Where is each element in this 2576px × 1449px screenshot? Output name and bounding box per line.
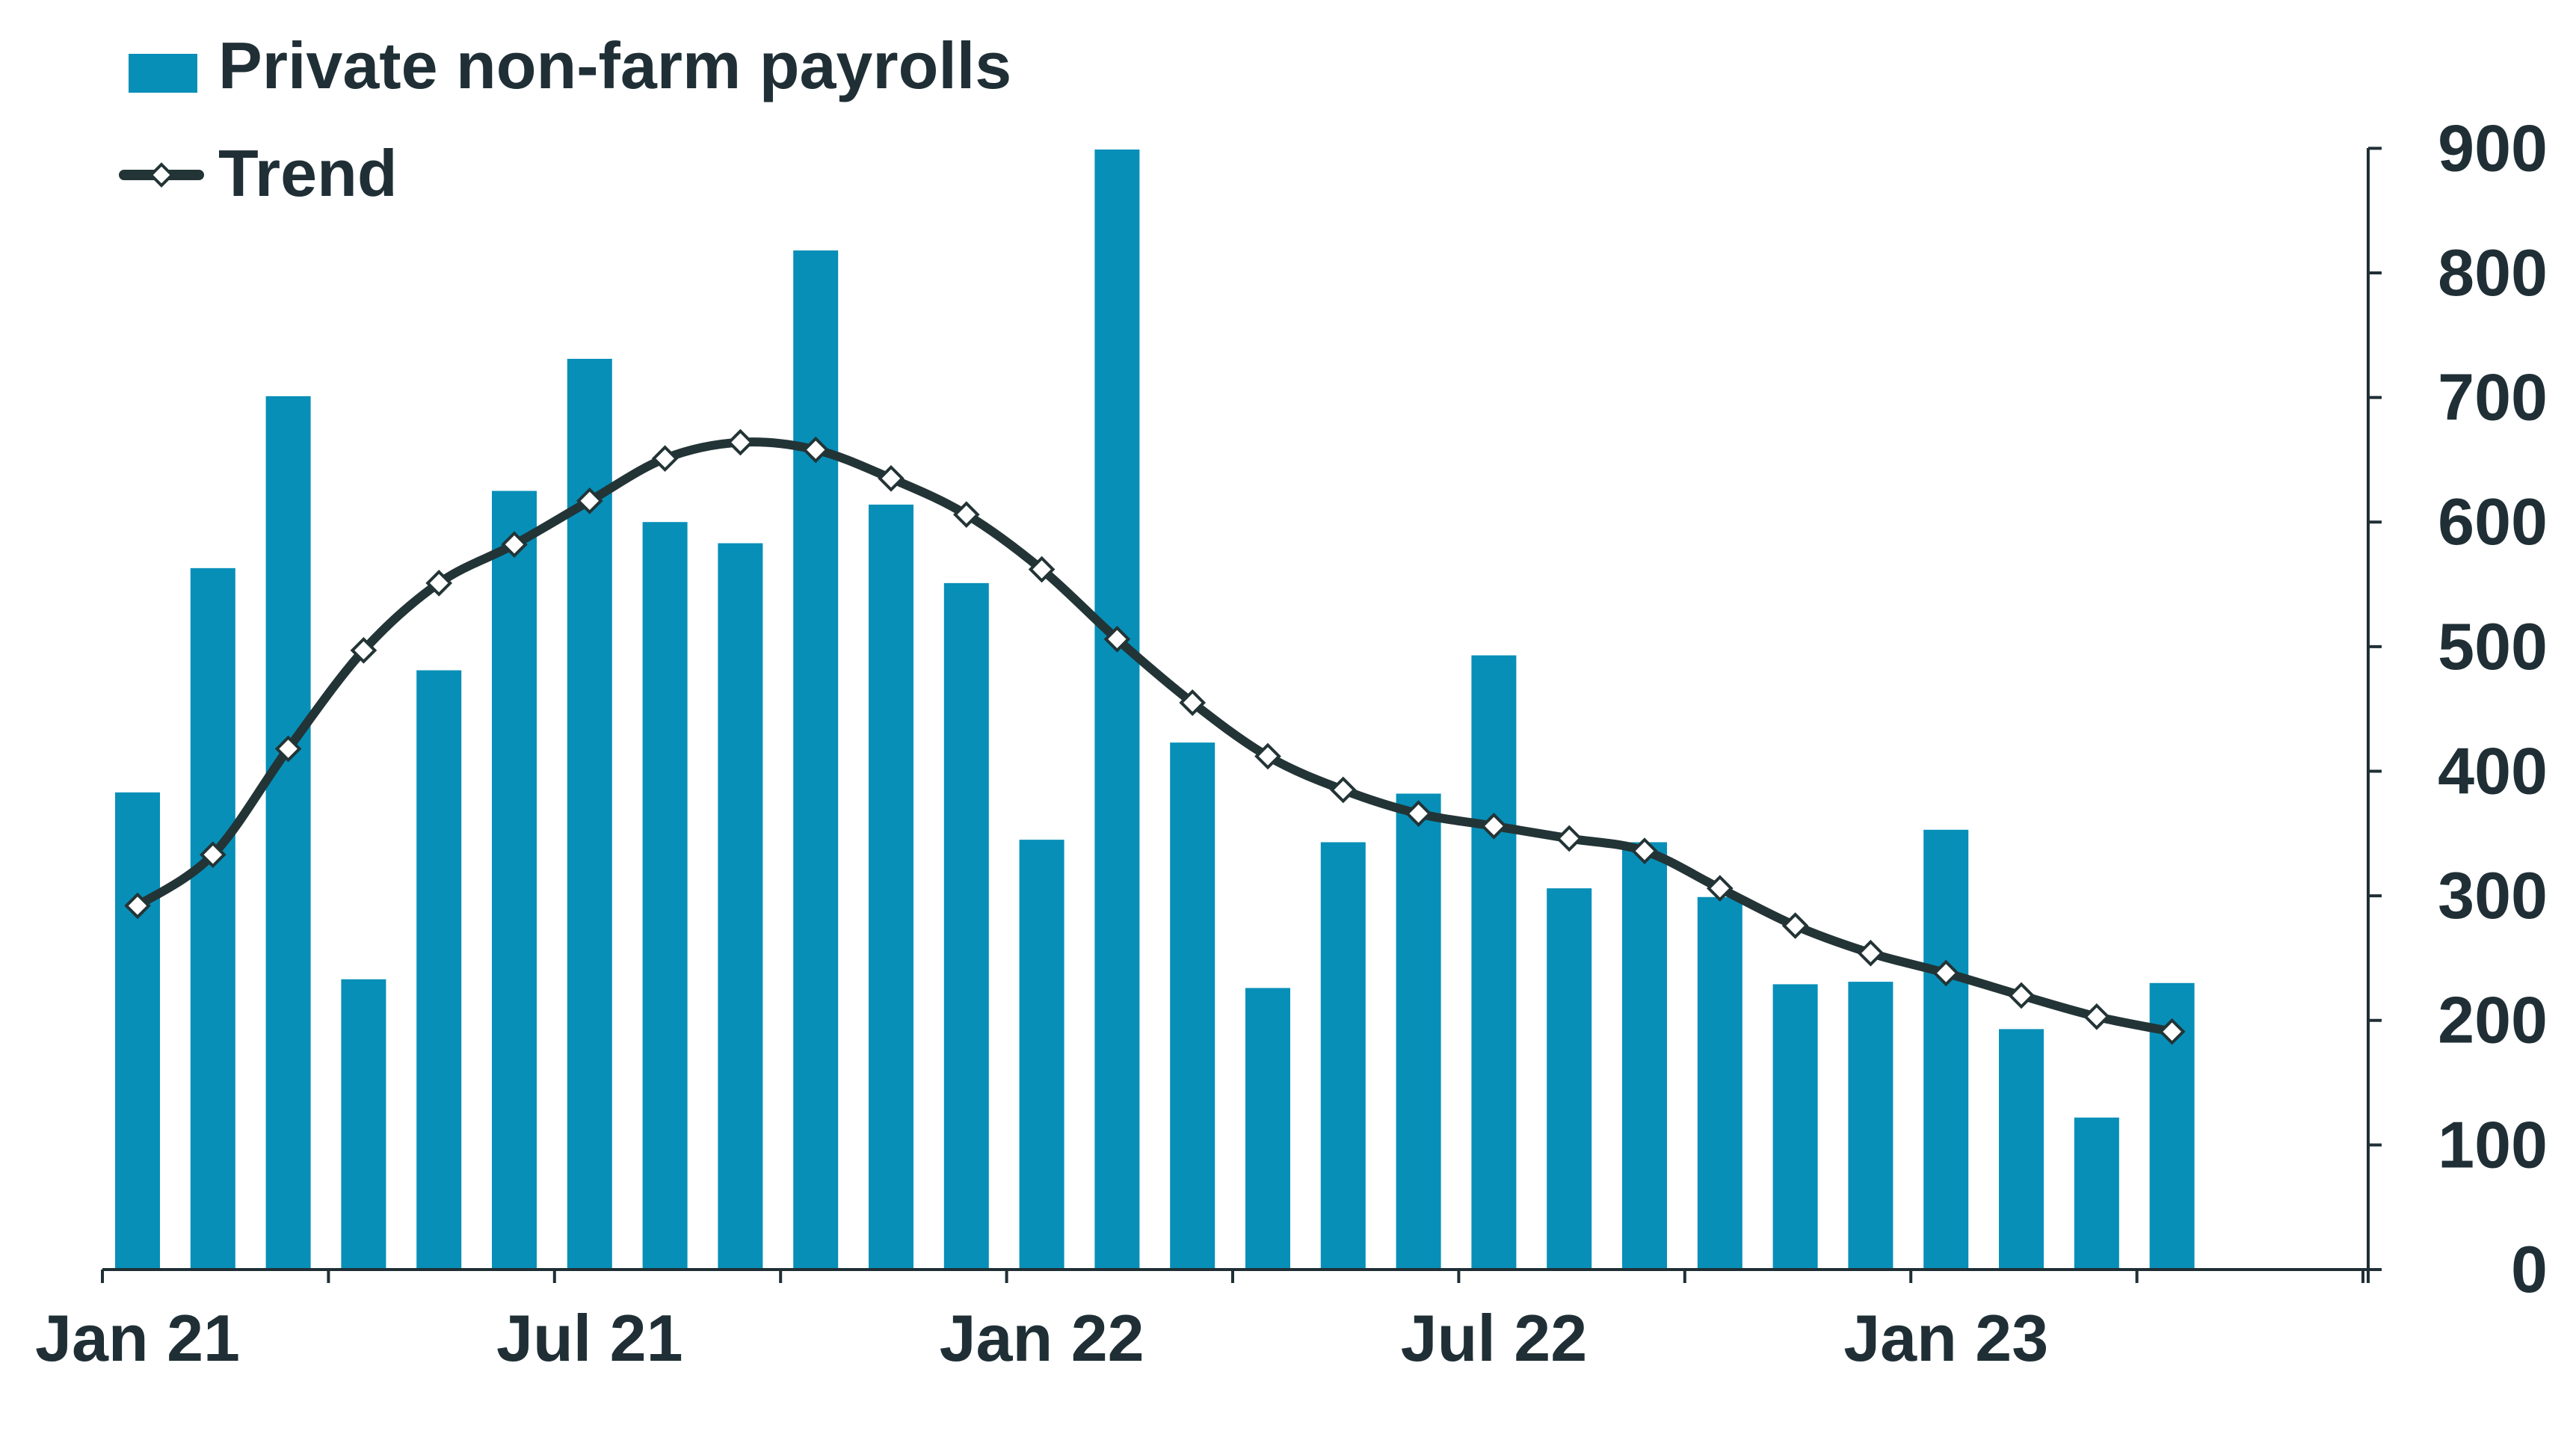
trend-point-jun-21 xyxy=(501,531,528,559)
bar-dec-21 xyxy=(943,582,989,1270)
trend-point-dec-21 xyxy=(952,501,980,529)
bar-series xyxy=(115,149,2195,1270)
bar-sep-21 xyxy=(718,543,763,1270)
trend-point-apr-23 xyxy=(2158,1018,2186,1045)
trend-point-jan-21 xyxy=(124,892,151,920)
legend-label-payrolls: Private non-farm payrolls xyxy=(218,28,1011,102)
bar-nov-22 xyxy=(1772,984,1818,1270)
bar-aug-21 xyxy=(642,522,688,1270)
bar-jan-23 xyxy=(1923,829,1969,1270)
legend-label-trend: Trend xyxy=(218,136,398,210)
trend-point-apr-21 xyxy=(350,637,378,664)
legend: Private non-farm payrolls Trend xyxy=(119,28,1011,210)
trend-point-oct-22 xyxy=(1706,875,1734,902)
x-tick-label: Jan 21 xyxy=(35,1301,240,1375)
y-tick-label: 500 xyxy=(2438,609,2548,683)
bar-nov-21 xyxy=(869,504,913,1270)
trend-point-may-22 xyxy=(1329,776,1357,804)
trend-point-jan-22 xyxy=(1028,556,1056,583)
bar-oct-22 xyxy=(1697,896,1743,1270)
trend-point-feb-22 xyxy=(1103,626,1131,653)
x-tick-label: Jul 21 xyxy=(496,1301,682,1375)
trend-point-dec-22 xyxy=(1857,939,1885,967)
bar-jan-22 xyxy=(1019,840,1064,1270)
x-tick-label: Jan 22 xyxy=(940,1301,1144,1375)
y-tick-label: 900 xyxy=(2438,111,2548,185)
bar-dec-22 xyxy=(1848,982,1894,1270)
legend-swatch-trend-marker xyxy=(149,162,174,188)
bar-apr-21 xyxy=(341,979,386,1270)
x-tick-label: Jan 23 xyxy=(1843,1301,2048,1375)
bar-jan-21 xyxy=(115,792,160,1270)
trend-point-sep-21 xyxy=(727,428,754,456)
bar-feb-23 xyxy=(1999,1029,2044,1270)
bar-may-21 xyxy=(416,670,462,1270)
y-tick-label: 400 xyxy=(2438,733,2548,807)
bar-feb-22 xyxy=(1094,149,1140,1270)
bar-oct-21 xyxy=(793,250,839,1270)
y-tick-label: 600 xyxy=(2438,484,2548,559)
trend-point-aug-22 xyxy=(1556,825,1583,852)
trend-point-apr-22 xyxy=(1254,742,1281,770)
trend-point-nov-21 xyxy=(878,465,905,492)
y-tick-label: 700 xyxy=(2438,360,2548,434)
trend-series xyxy=(124,428,2186,1045)
bar-may-22 xyxy=(1320,842,1366,1270)
bar-sep-22 xyxy=(1622,842,1667,1270)
y-tick-label: 100 xyxy=(2438,1107,2548,1181)
y-tick-label: 300 xyxy=(2438,858,2548,932)
bar-mar-23 xyxy=(2074,1117,2119,1270)
trend-point-jul-21 xyxy=(576,487,603,514)
trend-point-nov-22 xyxy=(1781,912,1809,939)
trend-point-mar-21 xyxy=(274,735,302,763)
trend-point-may-21 xyxy=(425,570,453,597)
y-tick-label: 0 xyxy=(2511,1232,2548,1306)
bar-apr-22 xyxy=(1245,988,1290,1270)
bar-feb-21 xyxy=(190,567,235,1270)
trend-point-jun-22 xyxy=(1405,800,1432,827)
legend-swatch-payrolls xyxy=(129,54,197,93)
axes: Jan 21 Jul 21 Jan 22 Jul 22 Jan 23 0 100 200 300… xyxy=(35,111,2548,1375)
trend-point-jul-22 xyxy=(1480,812,1508,840)
trend-point-feb-23 xyxy=(2008,982,2035,1009)
bar-jul-22 xyxy=(1471,655,1517,1270)
bar-mar-21 xyxy=(265,396,311,1270)
bar-jun-21 xyxy=(492,490,537,1270)
trend-point-oct-21 xyxy=(802,436,830,464)
bar-aug-22 xyxy=(1547,888,1592,1270)
trend-point-mar-22 xyxy=(1179,689,1207,716)
trend-point-feb-21 xyxy=(199,841,227,868)
bar-jun-22 xyxy=(1396,793,1441,1270)
trend-point-aug-21 xyxy=(651,445,679,473)
trend-point-sep-22 xyxy=(1631,837,1658,864)
trend-point-mar-23 xyxy=(2083,1003,2110,1030)
trend-point-jan-23 xyxy=(1932,959,1960,987)
y-tick-label: 200 xyxy=(2438,983,2548,1057)
bar-mar-22 xyxy=(1170,742,1215,1270)
y-tick-label: 800 xyxy=(2438,236,2548,310)
x-tick-label: Jul 22 xyxy=(1401,1301,1587,1375)
